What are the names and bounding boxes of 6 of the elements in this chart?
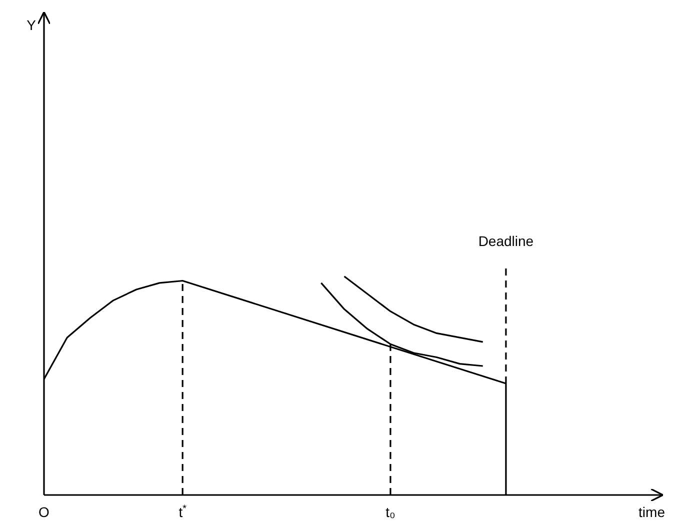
x-tick-label: O — [38, 504, 50, 520]
x-tick-label: t₀ — [386, 504, 396, 520]
x-tick-label: t* — [178, 503, 187, 520]
text: Deadline — [478, 233, 534, 249]
text: Y — [26, 17, 37, 33]
x-axis-title: time — [638, 504, 666, 520]
